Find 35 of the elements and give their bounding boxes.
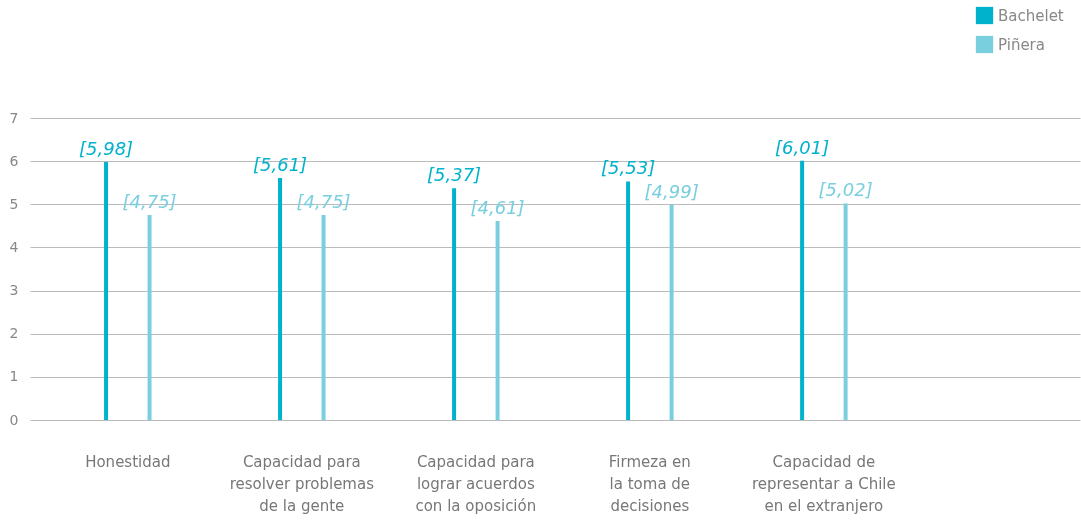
y-tick-label: 2 <box>9 325 19 342</box>
bar <box>278 177 283 420</box>
y-tick-label: 6 <box>9 152 19 169</box>
bar <box>147 215 152 420</box>
x-tick-label: Capacidad para lograr acuerdos con la oposición <box>415 452 537 515</box>
y-tick-label: 4 <box>9 238 19 255</box>
bar <box>843 203 848 420</box>
x-tick-label: Capacidad para resolver problemas de la gente <box>229 452 375 515</box>
y-tick-label: 5 <box>9 195 19 212</box>
x-tick-label: Capacidad de representar a Chile en el extranjero <box>752 452 896 515</box>
data-label: [4,75] <box>296 191 351 213</box>
data-label: [5,53] <box>601 157 656 179</box>
data-label: [4,99] <box>644 180 699 202</box>
legend-label: Bachelet <box>998 6 1064 25</box>
bar <box>626 181 631 420</box>
y-tick-label: 0 <box>9 411 19 428</box>
bar <box>104 162 109 420</box>
data-label: [4,75] <box>122 191 177 213</box>
bar <box>321 215 326 420</box>
x-tick-label: Firmeza en la toma de decisiones <box>608 452 691 515</box>
data-label: [5,37] <box>427 164 482 186</box>
x-tick-label: Honestidad <box>85 452 171 471</box>
bar <box>452 188 457 420</box>
legend-label: Piñera <box>998 35 1045 54</box>
bar <box>800 160 805 420</box>
y-tick-label: 7 <box>9 109 19 126</box>
data-label: [5,02] <box>818 179 873 201</box>
y-tick-label: 1 <box>9 368 19 385</box>
data-label: [4,61] <box>470 197 525 219</box>
bar <box>669 204 674 420</box>
data-label: [6,01] <box>775 136 830 158</box>
bar <box>495 221 500 420</box>
data-label: [5,61] <box>253 153 308 175</box>
y-tick-label: 3 <box>9 282 19 299</box>
data-label: [5,98] <box>78 138 134 160</box>
